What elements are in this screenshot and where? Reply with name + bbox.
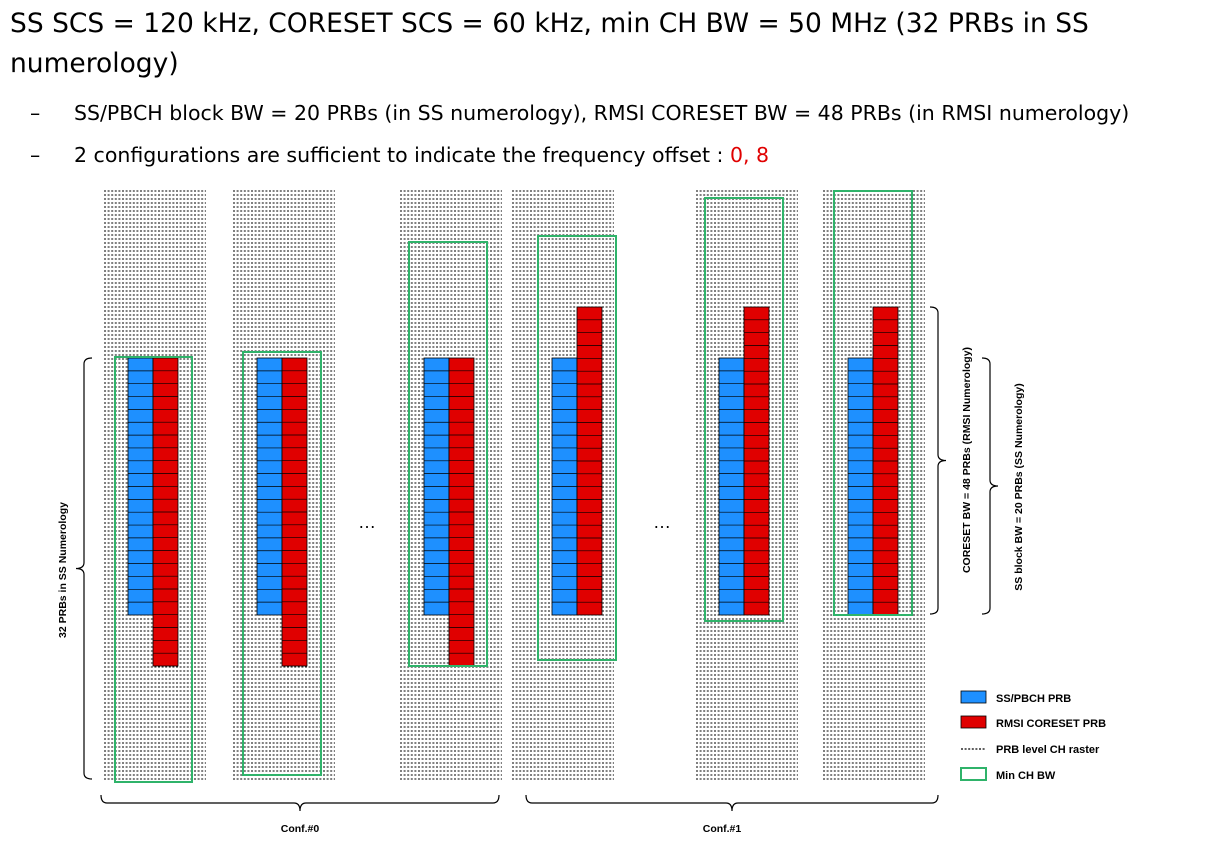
label-conf1: Conf.#1 [703, 823, 742, 835]
brace-ss-block-bw [981, 357, 999, 615]
configuration-column-5 [704, 197, 784, 622]
offset-values: 0, 8 [729, 143, 770, 167]
prb-raster-layer [104, 190, 925, 780]
legend-swatch-rmsi [960, 715, 987, 729]
legend-label-minbw: Min CH BW [996, 770, 1056, 782]
min-ch-bw-box [408, 241, 488, 667]
label-32-prbs: 32 PRBs in SS Numerology [57, 502, 69, 638]
legend-label-rmsi: RMSI CORESET PRB [996, 718, 1106, 730]
configuration-column-4 [537, 235, 617, 661]
ss-prb-dividers [128, 370, 153, 603]
ss-prb-dividers [719, 370, 744, 603]
brace-conf0 [100, 794, 500, 812]
ellipsis-conf0: … [358, 512, 376, 532]
legend-label-raster: PRB level CH raster [996, 744, 1100, 756]
rmsi-prb-dividers [744, 319, 769, 603]
min-ch-bw-box [704, 197, 784, 622]
rmsi-prb-dividers [449, 370, 474, 654]
ss-prb-dividers [848, 370, 873, 603]
slide-title: SS SCS = 120 kHz, CORESET SCS = 60 kHz, … [10, 8, 1089, 79]
min-ch-bw-box [537, 235, 617, 661]
rmsi-prb-dividers [873, 319, 898, 603]
ss-prb-dividers [424, 370, 449, 603]
configuration-column-1 [114, 356, 193, 783]
configuration-column-6 [833, 190, 913, 616]
bullet-text: SS/PBCH block BW = 20 PRBs (in SS numero… [74, 101, 1130, 125]
legend-swatch-ss [960, 690, 987, 704]
legend: SS/PBCH PRB RMSI CORESET PRB PRB level CH … [960, 690, 1106, 782]
legend-label-ss: SS/PBCH PRB [996, 693, 1071, 705]
bullet-text: 2 configurations are sufficient to indic… [74, 143, 730, 167]
label-ss-block-bw: SS block BW = 20 PRBs (SS Numerology) [1013, 383, 1025, 590]
label-conf0: Conf.#0 [281, 823, 320, 835]
configuration-column-2 [242, 351, 322, 776]
label-coreset-bw: CORESET BW = 48 PRBs (RMSI Numerology) [961, 347, 973, 573]
brace-conf1 [525, 794, 939, 812]
bullet-dash: – [30, 101, 41, 125]
ss-prb-dividers [257, 370, 282, 603]
rmsi-prb-dividers [282, 370, 307, 654]
ss-prb-dividers [552, 370, 577, 603]
brace-coreset-bw [929, 306, 947, 615]
legend-swatch-minbw [960, 767, 987, 781]
bullet-configurations: – 2 configurations are sufficient to indi… [30, 141, 769, 169]
brace-32-prbs [75, 357, 93, 780]
rmsi-prb-dividers [577, 319, 602, 603]
bullet-ss-coreset-bw: – SS/PBCH block BW = 20 PRBs (in SS numer… [30, 99, 1129, 127]
min-ch-bw-box [114, 356, 193, 783]
min-ch-bw-box [242, 351, 322, 776]
bullet-dash: – [30, 143, 41, 167]
ellipsis-conf1: … [653, 512, 671, 532]
min-ch-bw-box [833, 190, 913, 616]
rmsi-prb-dividers [153, 370, 178, 654]
configuration-column-3 [408, 241, 488, 667]
